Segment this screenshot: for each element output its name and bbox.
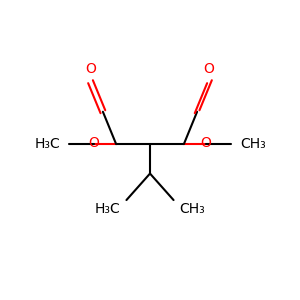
Text: H₃C: H₃C: [95, 202, 121, 216]
Text: O: O: [88, 136, 100, 150]
Text: CH₃: CH₃: [179, 202, 205, 216]
Text: O: O: [86, 62, 97, 76]
Text: O: O: [200, 136, 211, 150]
Text: CH₃: CH₃: [240, 137, 266, 151]
Text: H₃C: H₃C: [34, 137, 60, 151]
Text: O: O: [203, 62, 214, 76]
